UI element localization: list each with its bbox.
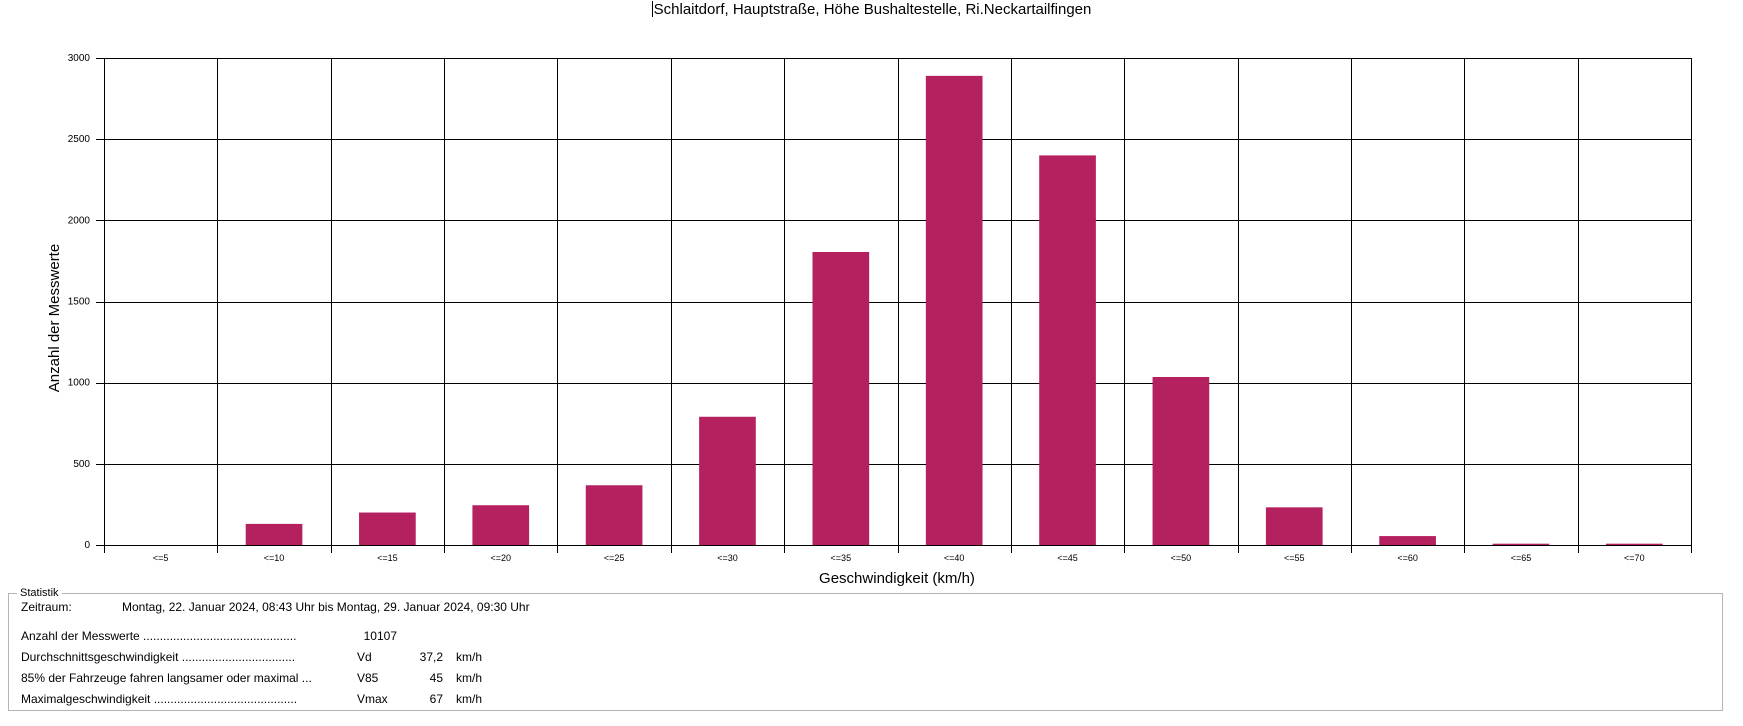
statistics-panel: Statistik Zeitraum: Montag, 22. Januar 2…	[8, 586, 1723, 711]
x-tick-labels: <=5 <=10 <=15 <=20 <=25 <=30 <=35 <=40 <=45 <=50 <…	[153, 553, 1645, 563]
bar	[1265, 507, 1323, 545]
chart-title: Schlaitdorf, Hauptstraße, Höhe Bushaltes…	[0, 1, 1743, 19]
stat-label: Durchschnittsgeschwindigkeit ...........…	[21, 650, 296, 664]
grid	[96, 58, 1692, 553]
x-tick-label: <=65	[1511, 553, 1532, 563]
stat-unit: km/h	[456, 671, 483, 685]
x-tick-label: <=50	[1171, 553, 1192, 563]
x-tick-label: <=10	[264, 553, 285, 563]
bar	[585, 485, 643, 545]
stat-symbol: Vmax	[357, 692, 388, 706]
stat-symbol: Vd	[357, 650, 372, 664]
bar	[245, 523, 303, 545]
stat-value: 67	[429, 692, 443, 706]
x-tick-label: <=20	[490, 553, 511, 563]
x-tick-label: <=55	[1284, 553, 1305, 563]
x-tick-label: <=5	[153, 553, 169, 563]
x-tick-label: <=40	[944, 553, 965, 563]
x-tick-label: <=35	[831, 553, 852, 563]
stat-label: Anzahl der Messwerte ...................…	[21, 629, 297, 643]
y-tick-label: 500	[73, 459, 90, 470]
bar	[1605, 543, 1663, 545]
bar	[1492, 543, 1550, 545]
stat-value: 45	[429, 671, 443, 685]
x-tick-label: <=30	[717, 553, 738, 563]
x-tick-label: <=15	[377, 553, 398, 563]
y-tick-label: 2500	[68, 134, 91, 145]
statistics-legend: Statistik	[17, 586, 62, 600]
x-axis-label: Geschwindigkeit (km/h)	[819, 570, 975, 587]
stat-label: 85% der Fahrzeuge fahren langsamer oder …	[21, 671, 312, 685]
stat-label: Maximalgeschwindigkeit .................…	[21, 692, 298, 706]
x-tick-label: <=70	[1624, 553, 1645, 563]
bar-chart: 0 500 1000 1500 2000 2500 3000 <=5 <=10 <=15 <=20…	[46, 53, 1692, 587]
chart-title-text: Schlaitdorf, Hauptstraße, Höhe Bushaltes…	[653, 1, 1092, 18]
bar	[472, 505, 530, 545]
y-tick-label: 0	[84, 540, 90, 551]
text-cursor	[651, 1, 653, 17]
bar	[925, 75, 983, 546]
stat-value: 37,2	[419, 650, 443, 664]
stat-symbol: V85	[357, 671, 379, 685]
bars	[245, 75, 1663, 546]
stat-unit: km/h	[456, 650, 483, 664]
stat-value: 10107	[363, 629, 397, 643]
bar	[1039, 155, 1096, 545]
y-axis-label: Anzahl der Messwerte	[46, 244, 63, 392]
x-tick-label: <=45	[1057, 553, 1078, 563]
period-value: Montag, 22. Januar 2024, 08:43 Uhr bis M…	[122, 600, 530, 614]
y-tick-label: 1500	[68, 297, 91, 308]
bar	[1152, 376, 1210, 545]
x-tick-label: <=25	[604, 553, 625, 563]
x-tick-label: <=60	[1397, 553, 1418, 563]
bar	[359, 512, 416, 545]
y-tick-labels: 0 500 1000 1500 2000 2500 3000	[68, 53, 91, 551]
bar	[699, 416, 756, 545]
y-tick-label: 2000	[68, 215, 91, 226]
y-tick-label: 3000	[68, 53, 91, 64]
bar	[812, 251, 870, 545]
y-tick-label: 1000	[68, 378, 91, 389]
period-label: Zeitraum:	[21, 600, 72, 614]
bar	[1379, 536, 1436, 545]
stat-unit: km/h	[456, 692, 483, 706]
